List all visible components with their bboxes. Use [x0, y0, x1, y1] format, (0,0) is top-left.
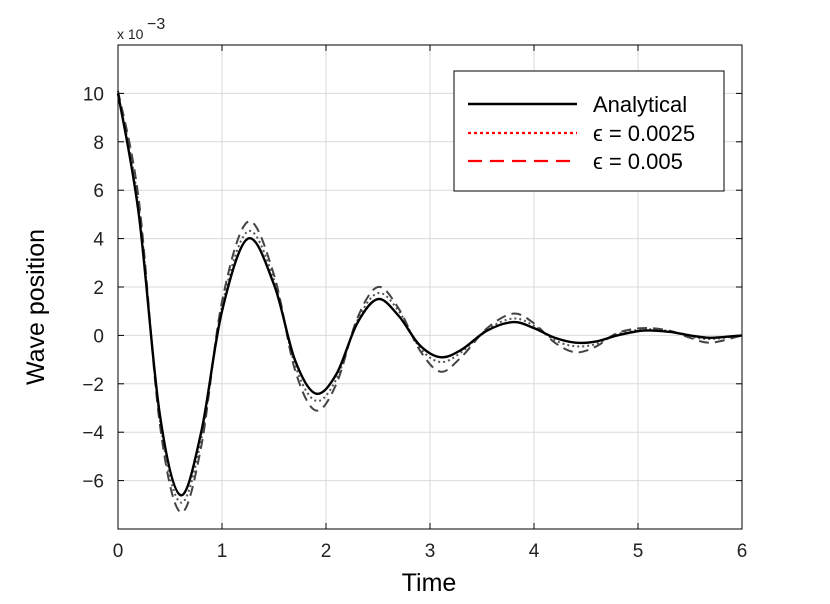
y-tick-label: 10	[83, 84, 104, 105]
y-tick-label: −4	[82, 423, 104, 444]
y-axis-title: Wave position	[22, 229, 50, 385]
y-tick-label: 2	[93, 278, 104, 299]
series-line-1	[117, 93, 743, 504]
y-tick-label: 8	[93, 133, 104, 154]
legend-label-analytical: Analytical	[593, 92, 687, 117]
y-tick-label: 0	[93, 326, 104, 347]
x-tick-label: 5	[633, 541, 644, 562]
x-tick-label: 4	[529, 541, 540, 562]
x-tick-label: 2	[321, 541, 332, 562]
x-tick-label: 6	[737, 541, 748, 562]
y-scale-multiplier: x 10	[117, 26, 144, 42]
series-line-2	[117, 90, 743, 514]
legend: Analytical ϵ = 0.0025 ϵ = 0.005	[453, 70, 725, 192]
y-tick-label: −2	[82, 375, 104, 396]
x-tick-label: 3	[425, 541, 436, 562]
y-scale-exponent: −3	[147, 16, 165, 33]
x-axis-title: Time	[402, 569, 457, 597]
x-tick-label: 0	[113, 541, 124, 562]
y-tick-label: 4	[93, 230, 104, 251]
legend-box	[453, 70, 725, 192]
y-tick-label: 6	[93, 181, 104, 202]
legend-label-eps-0025: ϵ = 0.0025	[593, 121, 695, 146]
y-tick-label: −6	[82, 472, 104, 493]
legend-label-eps-005: ϵ = 0.005	[593, 149, 683, 174]
series-line-0	[116, 93, 743, 497]
x-tick-label: 1	[217, 541, 228, 562]
series-layer	[116, 90, 743, 514]
y-tick-labels: −6 −4 −2 0 2 4 6 8 10	[82, 84, 742, 493]
x-tick-labels: 0 1 2 3 4 5 6	[113, 45, 748, 562]
